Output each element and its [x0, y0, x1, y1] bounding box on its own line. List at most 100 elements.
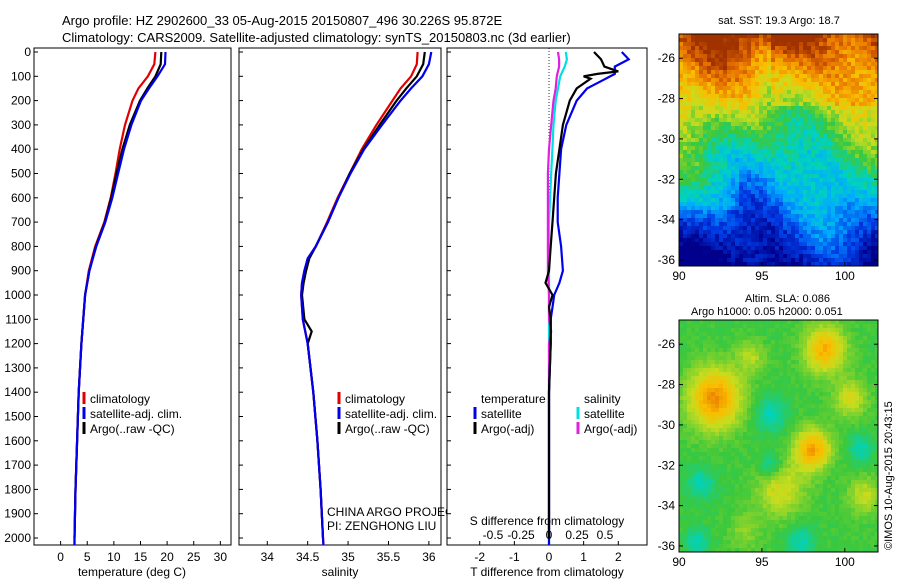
sla-cell — [795, 392, 800, 397]
sla-cell — [775, 468, 780, 473]
sst-cell — [859, 246, 864, 251]
sst-cell — [711, 226, 716, 231]
sst-cell — [715, 66, 720, 71]
sst-cell — [711, 246, 716, 251]
sst-cell — [815, 58, 820, 63]
sst-cell — [847, 190, 852, 195]
sst-cell — [823, 98, 828, 103]
sst-cell — [751, 90, 756, 95]
sst-cell — [787, 146, 792, 151]
sst-cell — [683, 214, 688, 219]
sla-cell — [739, 404, 744, 409]
sla-cell — [755, 328, 760, 333]
sst-cell — [751, 50, 756, 55]
sla-cell — [831, 456, 836, 461]
sst-cell — [851, 262, 856, 266]
sst-cell — [727, 174, 732, 179]
sla-cell — [863, 400, 868, 405]
sst-cell — [711, 214, 716, 219]
sst-cell — [695, 94, 700, 99]
sla-cell — [679, 404, 684, 409]
sla-cell — [679, 344, 684, 349]
sst-cell — [747, 150, 752, 155]
sst-cell — [735, 94, 740, 99]
sla-cell — [775, 396, 780, 401]
sla-cell — [767, 348, 772, 353]
sst-cell — [731, 58, 736, 63]
sla-cell — [783, 420, 788, 425]
sla-cell — [815, 328, 820, 333]
sla-cell — [871, 440, 876, 445]
sla-cell — [683, 412, 688, 417]
sla-cell — [727, 424, 732, 429]
sla-cell — [683, 324, 688, 329]
sst-cell — [795, 198, 800, 203]
sla-cell — [787, 392, 792, 397]
sla-cell — [739, 436, 744, 441]
sla-cell — [679, 424, 684, 429]
sla-cell — [707, 344, 712, 349]
sst-cell — [811, 250, 816, 255]
sst-cell — [759, 106, 764, 111]
sla-cell — [743, 388, 748, 393]
sst-cell — [731, 214, 736, 219]
sst-cell — [823, 182, 828, 187]
sst-cell — [835, 46, 840, 51]
sla-cell — [735, 356, 740, 361]
sla-cell — [855, 420, 860, 425]
sla-cell — [711, 396, 716, 401]
sst-cell — [847, 54, 852, 59]
sst-cell — [807, 114, 812, 119]
sst-cell — [815, 154, 820, 159]
sla-cell — [871, 448, 876, 453]
sst-cell — [859, 142, 864, 147]
salinity-ticks: 34 34.5 35 35.5 36 — [261, 541, 436, 564]
sst-cell — [759, 250, 764, 255]
sst-cell — [875, 194, 878, 199]
sst-cell — [699, 186, 704, 191]
sla-cell — [859, 424, 864, 429]
sla-cell — [791, 396, 796, 401]
sst-cell — [707, 262, 712, 266]
sla-cell — [759, 452, 764, 457]
sla-cell — [843, 368, 848, 373]
sst-cell — [863, 230, 868, 235]
sla-cell — [727, 344, 732, 349]
sst-cell — [863, 42, 868, 47]
sst-cell — [799, 174, 804, 179]
sst-cell — [703, 82, 708, 87]
sst-cell — [743, 262, 748, 266]
sla-cell — [767, 344, 772, 349]
sla-cell — [687, 336, 692, 341]
sst-cell — [799, 126, 804, 131]
sla-cell — [799, 356, 804, 361]
sst-cell — [711, 146, 716, 151]
sla-cell — [755, 404, 760, 409]
sst-cell — [743, 150, 748, 155]
sst-cell — [679, 222, 684, 227]
sst-cell — [739, 126, 744, 131]
sla-cell — [855, 428, 860, 433]
sla-cell — [823, 428, 828, 433]
sst-cell — [799, 162, 804, 167]
sla-cell — [767, 416, 772, 421]
sla-cell — [735, 416, 740, 421]
sst-cell — [803, 238, 808, 243]
sst-cell — [795, 262, 800, 266]
sst-cell — [823, 106, 828, 111]
sst-cell — [819, 142, 824, 147]
sla-cell — [775, 364, 780, 369]
sst-cell — [847, 102, 852, 107]
sla-cell — [799, 392, 804, 397]
sst-cell — [751, 78, 756, 83]
sla-cell — [775, 400, 780, 405]
sla-cell — [827, 452, 832, 457]
sst-cell — [723, 66, 728, 71]
sla-cell — [855, 404, 860, 409]
sla-map: Altim. SLA: 0.086 Argo h1000: 0.05 h2000… — [658, 293, 879, 569]
sst-cell — [839, 58, 844, 63]
sla-cell — [723, 440, 728, 445]
sla-cell — [779, 336, 784, 341]
sst-cell — [679, 82, 684, 87]
sst-cell — [827, 246, 832, 251]
